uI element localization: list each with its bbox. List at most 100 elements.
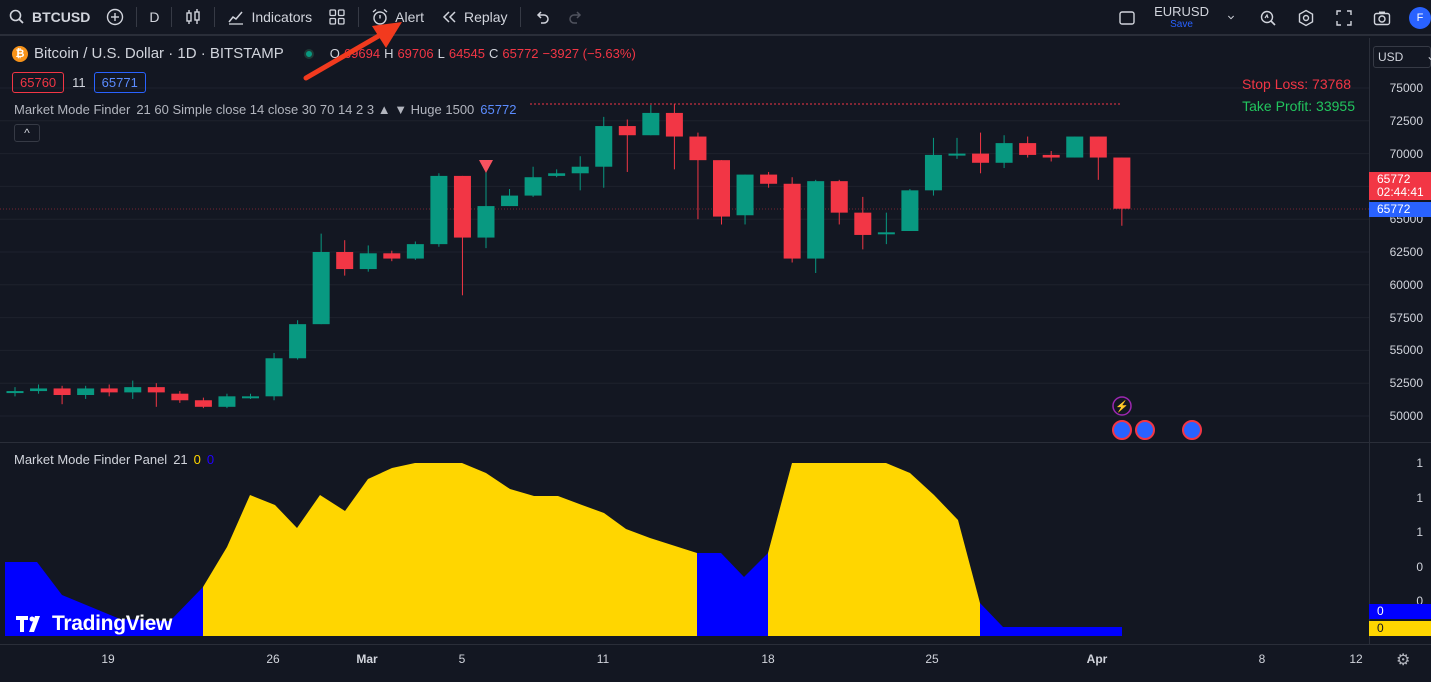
indicator-legend[interactable]: Market Mode Finder 21 60 Simple close 14…: [14, 102, 516, 117]
candle-body[interactable]: [100, 388, 118, 393]
rewind-icon: [442, 11, 456, 23]
interval-button[interactable]: D: [141, 0, 167, 35]
symbol-search[interactable]: BTCUSD: [0, 0, 98, 35]
compare-add-button[interactable]: [98, 0, 132, 35]
candle-body[interactable]: [948, 153, 966, 156]
candle-body[interactable]: [242, 396, 259, 399]
layout-dropdown[interactable]: [1219, 0, 1247, 36]
time-tick-label: 18: [761, 652, 775, 666]
layout-button[interactable]: [1110, 0, 1144, 36]
snapshot-button[interactable]: [1365, 0, 1399, 36]
candle-body[interactable]: [830, 181, 848, 213]
settings-button[interactable]: [1289, 0, 1323, 36]
candle-body[interactable]: [477, 206, 495, 238]
alert-button[interactable]: Alert: [363, 0, 432, 35]
sell-price-button[interactable]: 65760: [12, 72, 65, 93]
chart-settings-gear-icon[interactable]: ⚙: [1396, 652, 1411, 669]
pane-separator[interactable]: [0, 442, 1431, 443]
candle-body[interactable]: [972, 153, 990, 163]
indicators-button[interactable]: Indicators: [219, 0, 320, 35]
lightning-event-icon[interactable]: [1112, 396, 1132, 416]
candle-body[interactable]: [406, 244, 424, 259]
candle-body[interactable]: [77, 388, 95, 396]
candle-body[interactable]: [1113, 157, 1131, 209]
tradingview-wordmark: TradingView: [52, 612, 173, 635]
candle-body[interactable]: [359, 253, 377, 270]
candle-body[interactable]: [807, 181, 825, 259]
alert-label: Alert: [395, 9, 424, 25]
candle-body[interactable]: [783, 183, 801, 259]
time-tick-label: 5: [458, 652, 466, 666]
candle-body[interactable]: [995, 143, 1013, 163]
search-icon: [9, 9, 24, 24]
candle-body[interactable]: [265, 358, 283, 397]
sell-signal-marker[interactable]: [479, 160, 493, 173]
candle-body[interactable]: [453, 175, 471, 238]
time-axis[interactable]: [0, 644, 1431, 682]
candle-body[interactable]: [689, 136, 707, 161]
redo-button[interactable]: [559, 0, 593, 35]
panel-name: Market Mode Finder Panel: [14, 452, 168, 467]
currency-select[interactable]: USD ⌄: [1373, 46, 1431, 68]
us-flag-event-icon[interactable]: [1135, 420, 1155, 440]
time-tick-label: 25: [925, 652, 939, 666]
candle-body[interactable]: [383, 253, 401, 259]
candle-body[interactable]: [877, 232, 895, 235]
candle-body[interactable]: [1019, 143, 1037, 155]
replay-button[interactable]: Replay: [432, 0, 516, 35]
candle-body[interactable]: [53, 388, 71, 396]
candle-body[interactable]: [736, 174, 754, 216]
lightning-glyph: ⚡: [1115, 400, 1129, 413]
symbol-legend: ₿ Bitcoin / U.S. Dollar · 1D · BITSTAMP …: [12, 45, 636, 62]
alarm-clock-icon: [372, 8, 388, 25]
plus-circle-icon: [107, 8, 124, 26]
candle-body[interactable]: [571, 166, 589, 174]
candle-body[interactable]: [642, 112, 660, 136]
candle-body[interactable]: [665, 112, 683, 137]
candle-body[interactable]: [548, 173, 566, 176]
undo-button[interactable]: [525, 0, 559, 35]
candle-body[interactable]: [595, 126, 613, 167]
candle-body[interactable]: [1066, 136, 1084, 158]
price-chart[interactable]: ⚡: [0, 38, 1369, 442]
candle-body[interactable]: [501, 195, 519, 207]
candle-body[interactable]: [289, 324, 307, 359]
templates-button[interactable]: [320, 0, 354, 35]
layout-name-button[interactable]: EURUSD Save: [1148, 5, 1215, 31]
candle-body[interactable]: [618, 126, 636, 136]
candle-body[interactable]: [854, 212, 872, 235]
candle-body[interactable]: [524, 177, 542, 196]
candle-body[interactable]: [924, 154, 942, 191]
quick-search-button[interactable]: [1251, 0, 1285, 36]
candle-body[interactable]: [430, 175, 448, 245]
candle-body[interactable]: [1042, 154, 1060, 158]
symbol-title[interactable]: Bitcoin / U.S. Dollar · 1D · BITSTAMP: [34, 45, 284, 62]
candle-body[interactable]: [1089, 136, 1107, 158]
candle-body[interactable]: [901, 190, 919, 232]
candle-body[interactable]: [218, 396, 236, 407]
panel-legend[interactable]: Market Mode Finder Panel 21 0 0: [14, 452, 214, 467]
buy-price-button[interactable]: 65771: [93, 72, 146, 93]
candle-body[interactable]: [760, 174, 778, 184]
candle-body[interactable]: [30, 388, 48, 392]
candle-body[interactable]: [171, 393, 189, 401]
panel-area-blue-1: [5, 562, 203, 636]
candle-body[interactable]: [713, 160, 730, 217]
time-tick-label: 11: [596, 652, 610, 666]
candle-body[interactable]: [147, 387, 165, 393]
us-flag-event-icon[interactable]: [1112, 420, 1132, 440]
tradingview-logo[interactable]: TradingView: [16, 612, 172, 636]
candle-body[interactable]: [336, 252, 354, 270]
price-axis[interactable]: 7500072500700006750065000625006000057500…: [1369, 38, 1431, 644]
avatar[interactable]: F: [1409, 7, 1431, 29]
candle-body[interactable]: [124, 387, 142, 393]
market-mode-panel[interactable]: [0, 443, 1369, 643]
chart-type-button[interactable]: [176, 0, 210, 35]
candle-body[interactable]: [194, 400, 212, 407]
collapse-legend-button[interactable]: ^: [14, 124, 40, 142]
candle-body[interactable]: [6, 391, 24, 394]
panel-area-blue-2: [697, 553, 768, 636]
us-flag-event-icon[interactable]: [1182, 420, 1202, 440]
fullscreen-button[interactable]: [1327, 0, 1361, 36]
candle-body[interactable]: [312, 252, 330, 325]
